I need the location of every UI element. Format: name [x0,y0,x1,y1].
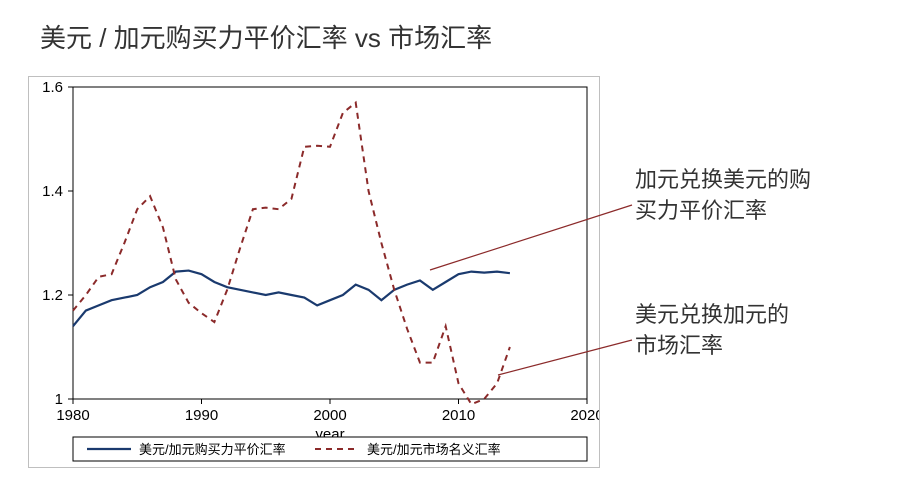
ytick-label: 1.2 [42,287,63,304]
line-chart: 11.21.41.619801990200020102020year美元/加元购… [29,77,599,467]
xtick-label: 2010 [442,407,475,424]
page-title: 美元 / 加元购买力平价汇率 vs 市场汇率 [40,18,492,55]
ytick-label: 1 [55,391,63,408]
legend-label: 美元/加元市场名义汇率 [367,442,501,457]
legend-label: 美元/加元购买力平价汇率 [139,442,286,457]
xtick-label: 1980 [56,407,89,424]
annotation-market: 美元兑换加元的市场汇率 [635,300,789,362]
annotation-ppp: 加元兑换美元的购买力平价汇率 [635,165,811,227]
ytick-label: 1.4 [42,183,63,200]
ytick-label: 1.6 [42,79,63,96]
xtick-label: 2020 [570,407,599,424]
plot-area [73,87,587,399]
xtick-label: 1990 [185,407,218,424]
chart-container: 11.21.41.619801990200020102020year美元/加元购… [28,76,600,468]
xtick-label: 2000 [313,407,346,424]
